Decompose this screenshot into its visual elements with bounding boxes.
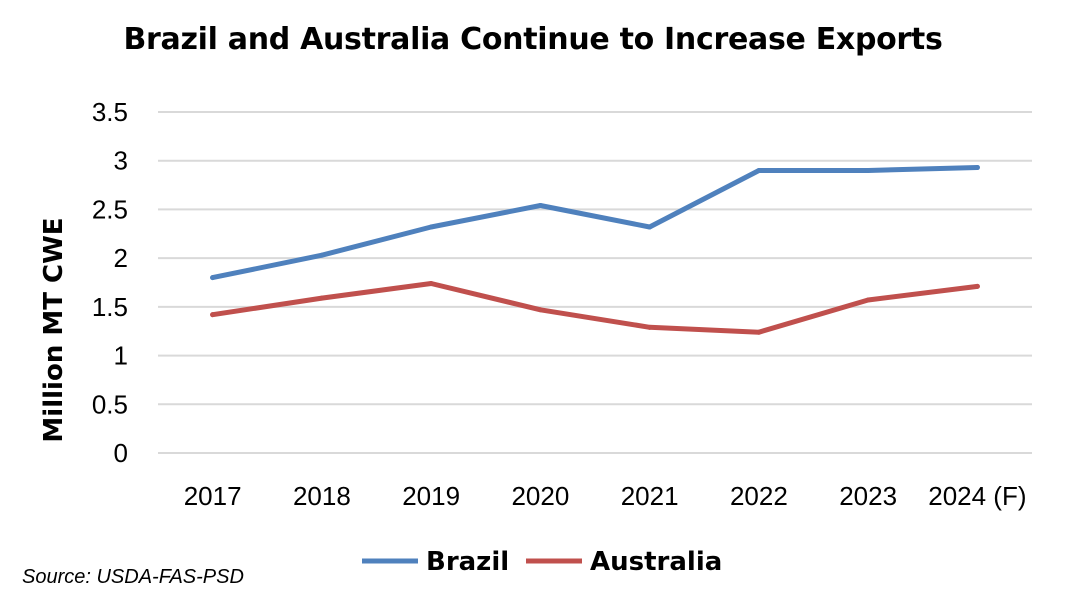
data-point-australia [537,307,543,313]
x-tick-label: 2020 [511,481,569,511]
data-point-brazil [647,224,653,230]
data-point-brazil [974,165,980,171]
y-tick-label: 2.5 [92,194,128,224]
x-tick-label: 2019 [402,481,460,511]
legend-label-brazil: Brazil [426,547,509,577]
x-tick-label: 2022 [730,481,788,511]
y-axis-label: Million MT CWE [39,217,69,442]
data-point-brazil [319,252,325,258]
data-point-brazil [865,167,871,173]
data-point-brazil [210,275,216,281]
y-tick-label: 3 [114,146,128,176]
data-point-australia [756,329,762,335]
data-point-australia [319,295,325,301]
y-tick-label: 1.5 [92,292,128,322]
data-point-australia [428,280,434,286]
chart-title: Brazil and Australia Continue to Increas… [123,22,943,57]
x-tick-label: 2021 [621,481,679,511]
data-point-australia [647,324,653,330]
source-note: Source: USDA-FAS-PSD [22,566,244,588]
x-tick-label: 2024 (F) [928,481,1026,511]
data-point-australia [974,283,980,289]
series-line-brazil [210,165,980,281]
legend-label-australia: Australia [590,547,722,577]
x-tick-label: 2018 [293,481,351,511]
x-tick-label: 2023 [839,481,897,511]
x-tick-label: 2017 [184,481,242,511]
data-point-brazil [428,224,434,230]
data-point-australia [210,312,216,318]
y-tick-label: 3.5 [92,97,128,127]
series-line-australia [210,281,980,335]
y-tick-label: 0 [114,438,128,468]
y-tick-label: 2 [114,243,128,273]
data-point-brazil [756,167,762,173]
y-tick-label: 1 [114,341,128,371]
data-point-brazil [537,203,543,209]
data-point-australia [865,297,871,303]
y-tick-label: 0.5 [92,389,128,419]
